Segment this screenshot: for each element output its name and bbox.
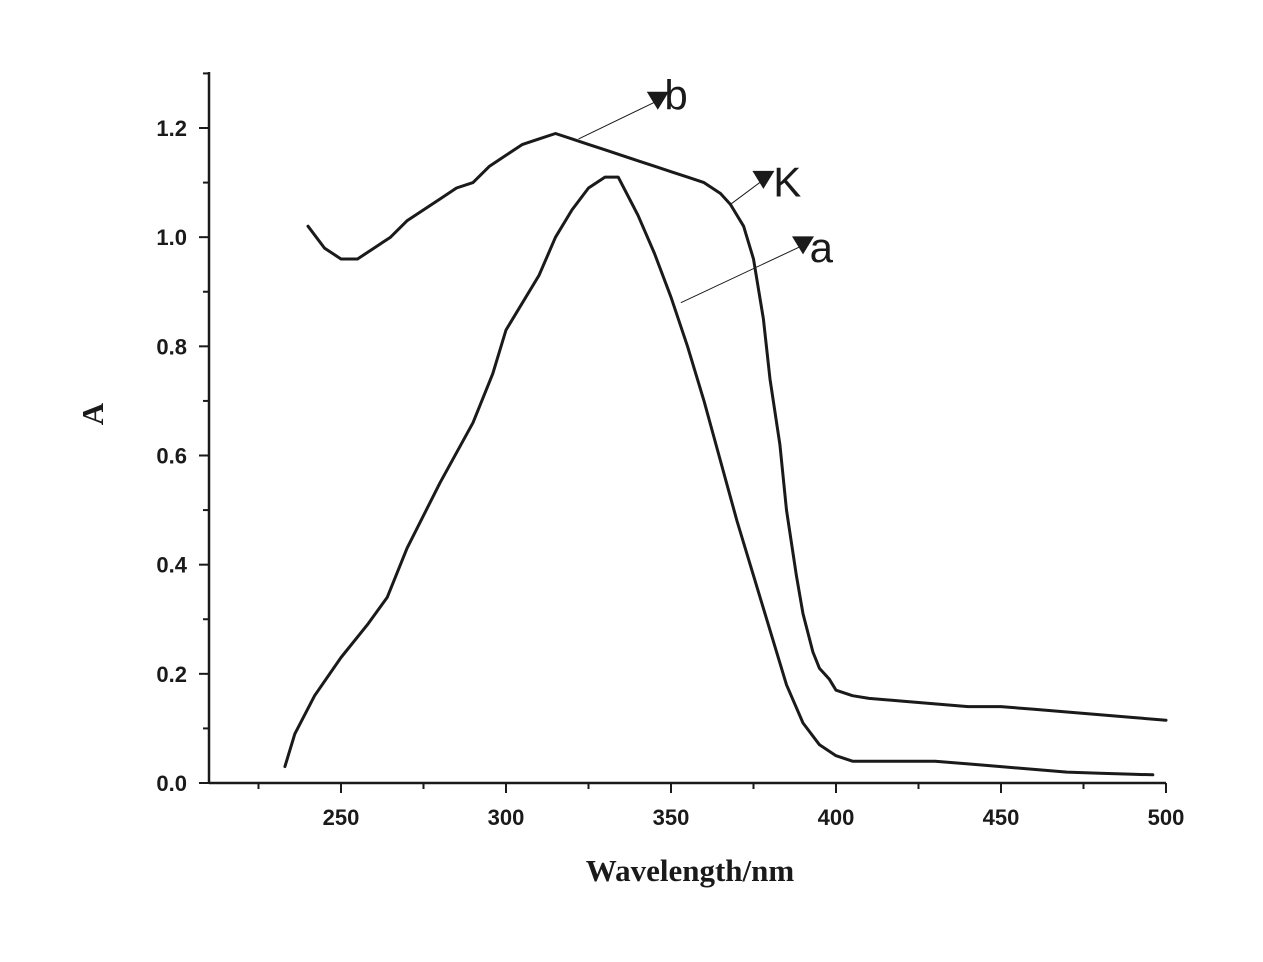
y-tick-label: 0.2 [156, 662, 187, 687]
series [283, 132, 1168, 777]
annotation-arrow-a [792, 236, 814, 255]
annotation-leader-K [730, 179, 764, 205]
x-tick-label: 500 [1148, 805, 1185, 830]
annotations: b Ka [578, 71, 834, 304]
tick-labels: 250 300 350 400 450 500 0.0 0.2 0.4 0.6 0.8 1.0 1.2 [156, 116, 1184, 830]
y-axis-title: A [75, 402, 110, 425]
ticks [199, 72, 1167, 793]
annotation-arrow-b [646, 91, 669, 110]
annotation-label-K: K [773, 159, 801, 206]
annotation-leader-a [680, 244, 804, 304]
x-tick-label: 350 [653, 805, 690, 830]
y-tick-label: 1.0 [156, 225, 187, 250]
y-tick-label: 0.4 [156, 553, 187, 578]
annotation-leader-b [578, 100, 659, 140]
series-line-b [306, 132, 1168, 722]
annotation-label-a: a [810, 224, 834, 271]
x-tick-label: 450 [983, 805, 1020, 830]
y-tick-label: 0.6 [156, 444, 187, 469]
x-axis-title: Wavelength/nm [586, 853, 795, 888]
x-tick-label: 400 [818, 805, 855, 830]
annotation-label-b: b [664, 71, 687, 118]
x-tick-label: 300 [488, 805, 525, 830]
axes [207, 72, 1166, 785]
x-tick-label: 250 [323, 805, 360, 830]
annotation-arrow-K [752, 170, 775, 189]
y-tick-label: 0.8 [156, 334, 187, 359]
y-tick-label: 0.0 [156, 771, 187, 796]
y-tick-label: 1.2 [156, 116, 187, 141]
series-line-a [283, 175, 1155, 777]
